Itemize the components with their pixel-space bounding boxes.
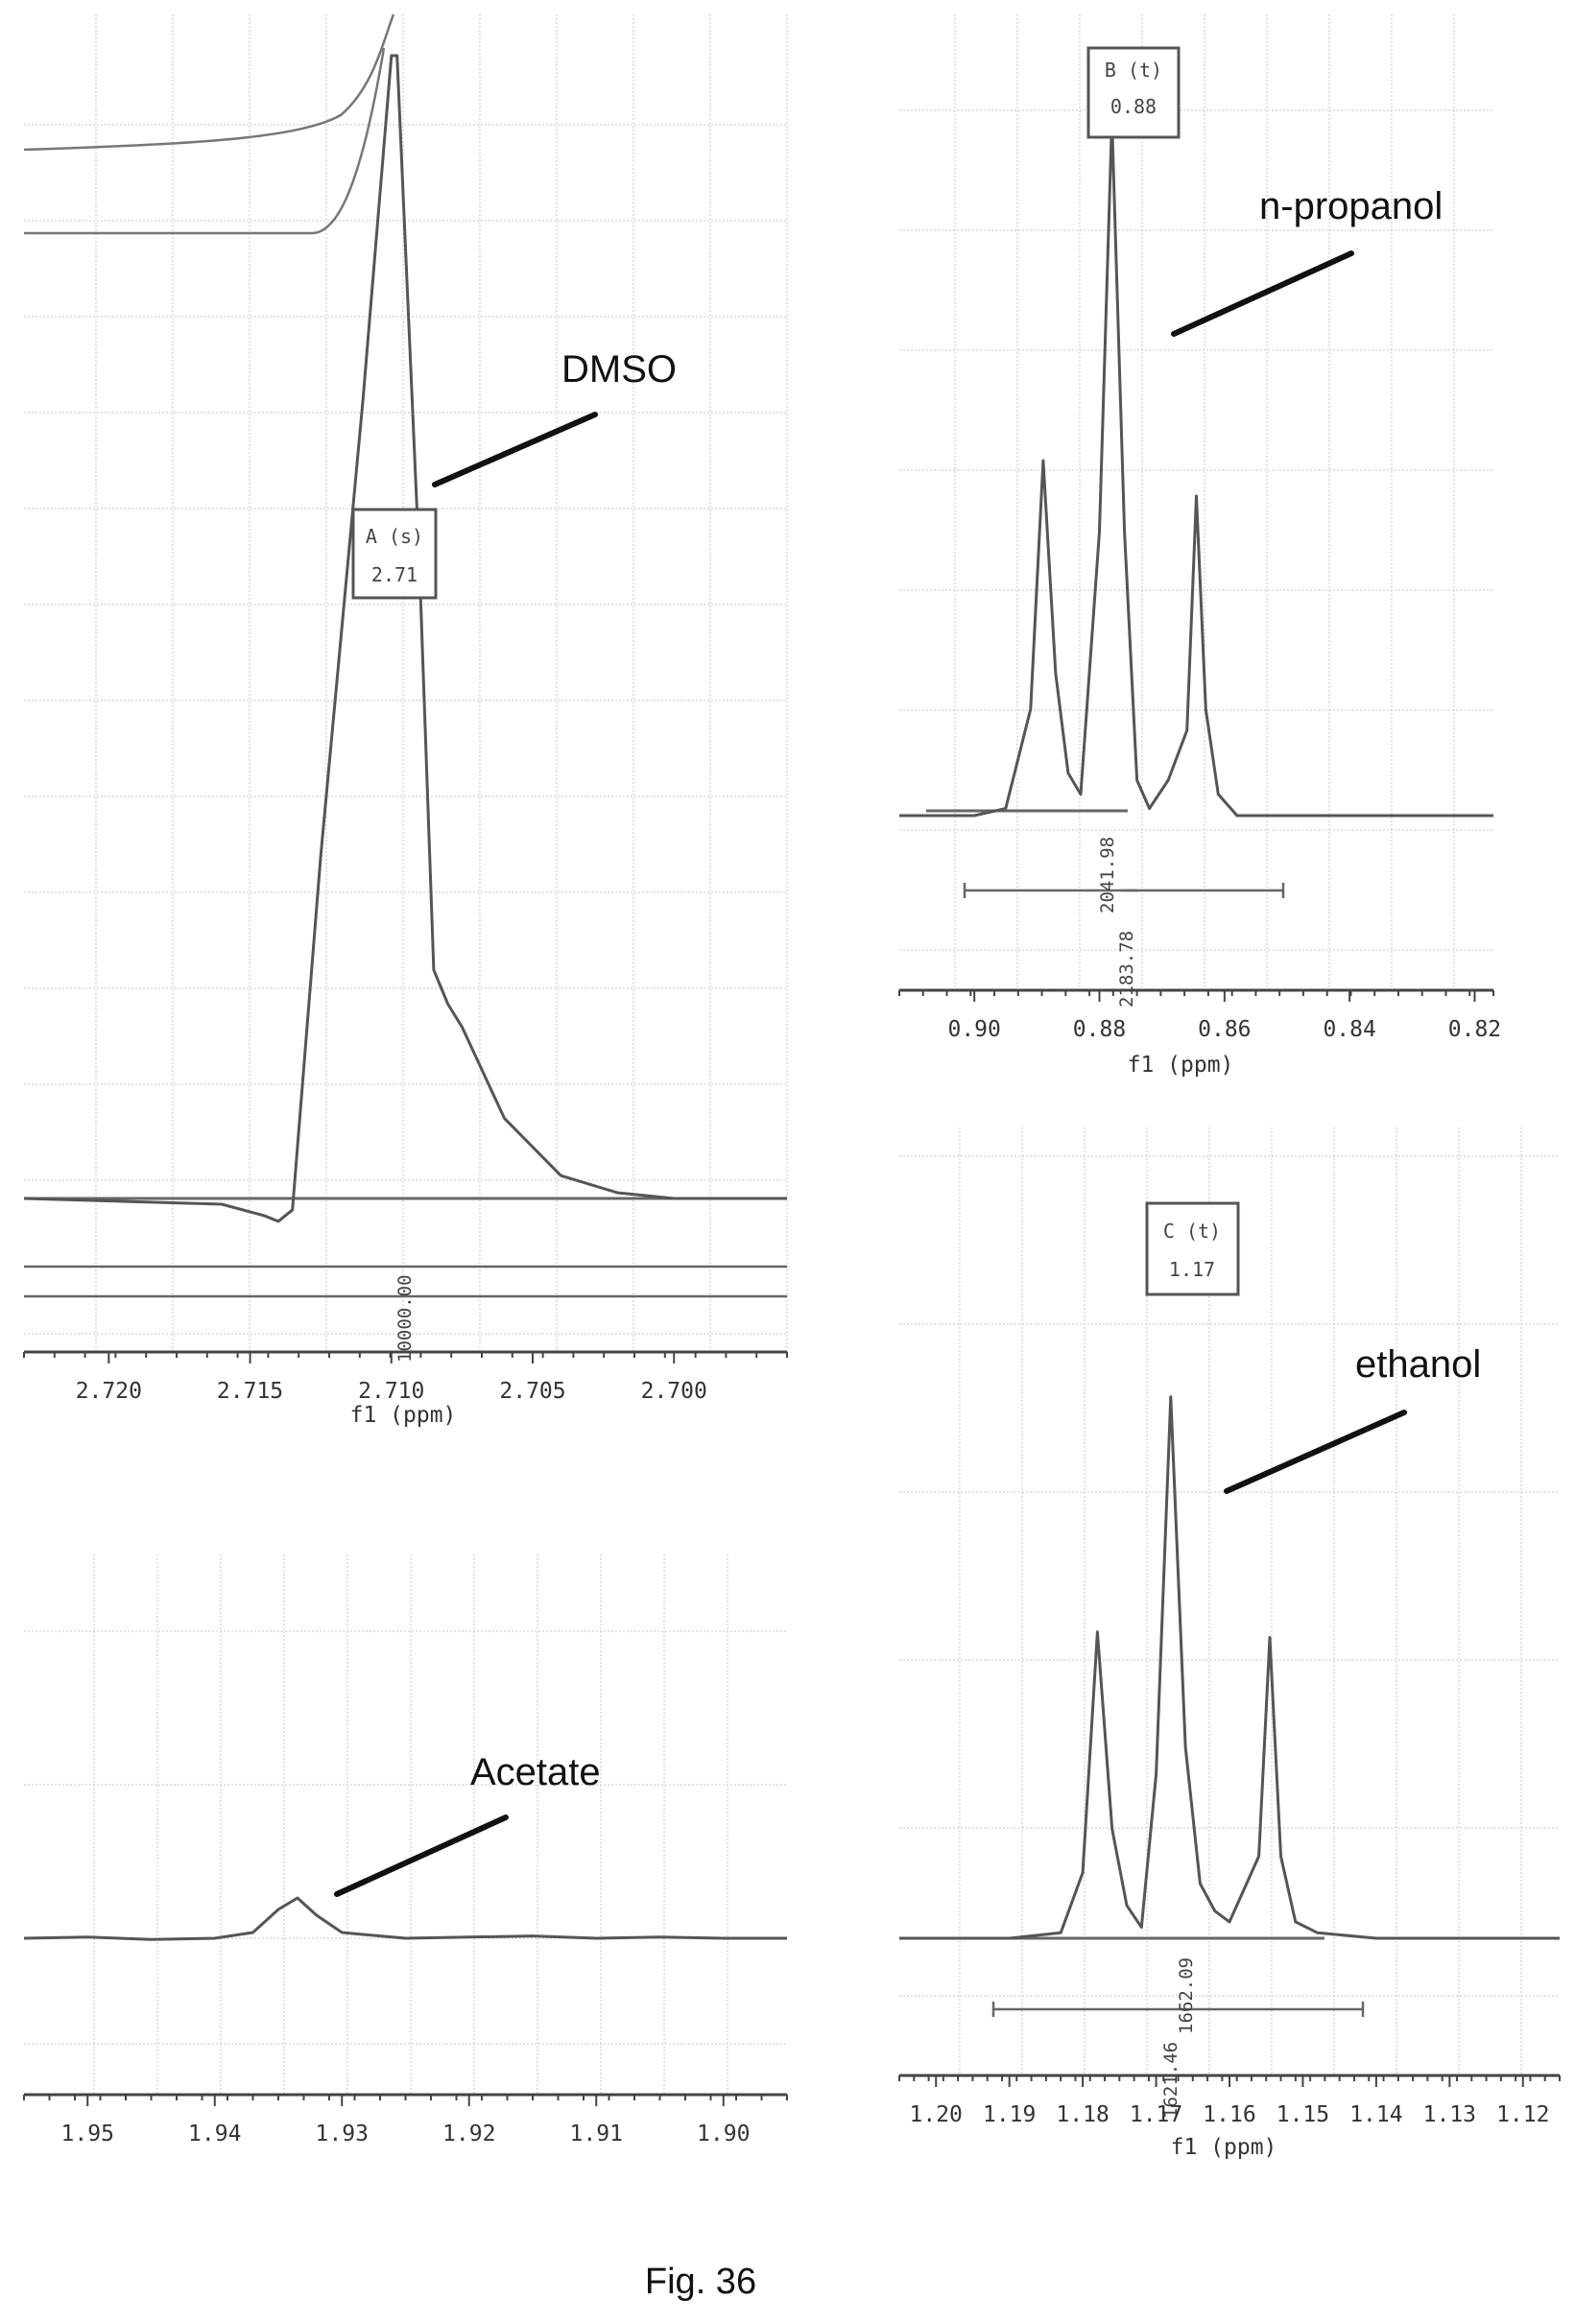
integral-curve — [24, 47, 386, 235]
x-tick-label: 1.17 — [1130, 2102, 1182, 2127]
x-tick-label: 0.90 — [947, 1017, 1000, 1042]
peak-label-name: C (t) — [1163, 1220, 1221, 1243]
panel-acetate: 1.95 1.94 1.93 1.92 1.91 1.90 Acetate — [23, 1554, 788, 2146]
x-axis-ticks: 2.720 2.715 2.710 2.705 2.700 — [23, 1352, 788, 1404]
peak-label-shift: 0.88 — [1110, 95, 1157, 118]
panel-dmso: 2.720 2.715 2.710 2.705 2.700 f1 (ppm) 10000… — [23, 13, 788, 1428]
spectrum-trace — [23, 1896, 787, 1941]
spectrum-trace — [899, 118, 1493, 818]
grid — [24, 1554, 787, 2095]
x-tick-label: 0.88 — [1073, 1017, 1126, 1042]
x-tick-label: 1.12 — [1496, 2102, 1549, 2127]
integral-value: 2041.98 — [1097, 837, 1118, 913]
peak-label-box — [351, 508, 438, 600]
x-axis-label: f1 (ppm) — [1171, 2135, 1277, 2160]
x-tick-label: 1.95 — [61, 2122, 114, 2146]
x-tick-label: 1.93 — [316, 2122, 369, 2146]
annotation-pointer — [432, 412, 598, 487]
figure-caption: Fig. 36 — [645, 2262, 756, 2302]
panel-ethanol: 1621.46 1662.09 1.20 1.19 1.18 1.17 1.16 1.15… — [898, 1127, 1561, 2160]
x-tick-label: 2.705 — [499, 1379, 565, 1404]
x-tick-label: 1.13 — [1423, 2102, 1476, 2127]
x-tick-label: 1.20 — [910, 2102, 963, 2127]
panel-n-propanol: 2041.98 2183.78 0.90 0.88 0.86 0.84 0.82 f1 … — [898, 14, 1501, 1078]
peak-label-box — [1086, 46, 1181, 139]
peak-label-box — [1145, 1201, 1240, 1296]
x-tick-label: 0.82 — [1448, 1017, 1501, 1042]
x-tick-label: 1.14 — [1349, 2102, 1402, 2127]
integral-value: 2183.78 — [1116, 931, 1137, 1008]
peak-label-name: B (t) — [1105, 59, 1162, 82]
annotation-label: Acetate — [470, 1751, 601, 1793]
x-axis-ticks: 1.20 1.19 1.18 1.17 1.16 1.15 1.14 1.13 1.12 — [898, 2075, 1561, 2127]
integral-curve — [23, 13, 395, 152]
x-tick-label: 1.16 — [1203, 2102, 1255, 2127]
x-tick-label: 2.720 — [76, 1379, 142, 1404]
integral-value: 1621.46 — [1160, 2042, 1181, 2119]
spectrum-trace — [23, 54, 787, 1223]
x-tick-label: 1.15 — [1277, 2102, 1329, 2127]
annotation-label: n-propanol — [1259, 185, 1443, 227]
grid — [24, 14, 788, 1352]
x-axis-label: f1 (ppm) — [350, 1403, 457, 1428]
x-axis-ticks: 1.95 1.94 1.93 1.92 1.91 1.90 — [23, 2095, 788, 2146]
x-tick-label: 2.710 — [358, 1379, 424, 1404]
x-tick-label: 1.91 — [570, 2122, 623, 2146]
spectrum-trace — [899, 1395, 1560, 1940]
annotation-label: DMSO — [561, 348, 677, 391]
x-tick-label: 1.18 — [1056, 2102, 1109, 2127]
peak-label-shift: 2.71 — [371, 563, 418, 586]
annotation-pointer — [334, 1814, 509, 1897]
annotation-label: ethanol — [1355, 1343, 1481, 1386]
peak-label-name: A (s) — [366, 525, 423, 548]
x-tick-label: 2.700 — [641, 1379, 707, 1404]
x-axis-ticks: 0.90 0.88 0.86 0.84 0.82 — [898, 990, 1501, 1042]
x-tick-label: 0.86 — [1198, 1017, 1251, 1042]
x-tick-label: 0.84 — [1323, 1017, 1375, 1042]
integral-value: 10000.00 — [394, 1274, 416, 1363]
integral-value: 1662.09 — [1176, 1957, 1197, 2034]
peak-label-shift: 1.17 — [1169, 1258, 1215, 1281]
annotation-pointer — [1224, 1410, 1407, 1494]
x-tick-label: 2.715 — [217, 1379, 283, 1404]
grid — [899, 14, 1493, 990]
x-axis-label: f1 (ppm) — [1128, 1053, 1234, 1078]
annotation-pointer — [1171, 250, 1354, 337]
x-tick-label: 1.90 — [697, 2122, 750, 2146]
x-tick-label: 1.92 — [442, 2122, 495, 2146]
x-tick-label: 1.19 — [983, 2102, 1036, 2127]
x-tick-label: 1.94 — [188, 2122, 241, 2146]
